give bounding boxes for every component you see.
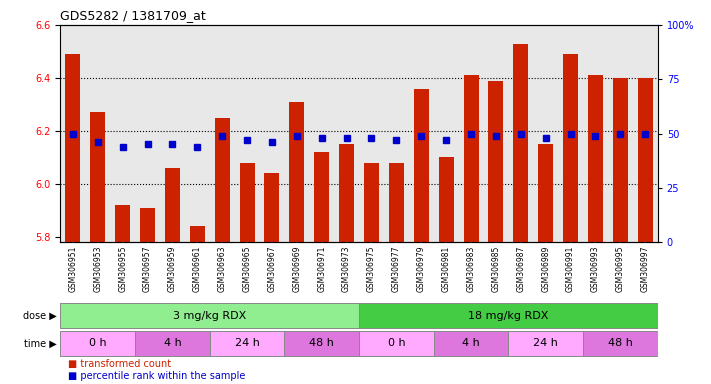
- Text: GSM306995: GSM306995: [616, 245, 625, 292]
- Bar: [439, 157, 454, 242]
- Text: time ▶: time ▶: [24, 338, 57, 348]
- Text: 48 h: 48 h: [309, 338, 334, 348]
- Text: GSM306963: GSM306963: [218, 245, 227, 292]
- Text: GSM306981: GSM306981: [442, 245, 451, 291]
- Text: 48 h: 48 h: [608, 338, 633, 348]
- Text: 18 mg/kg RDX: 18 mg/kg RDX: [468, 311, 549, 321]
- Text: 0 h: 0 h: [89, 338, 107, 348]
- Bar: [538, 144, 553, 242]
- Text: GSM306989: GSM306989: [541, 245, 550, 292]
- Bar: [90, 113, 105, 242]
- Bar: [359, 331, 434, 356]
- Bar: [264, 174, 279, 242]
- Text: dose ▶: dose ▶: [23, 311, 57, 321]
- Text: GSM306979: GSM306979: [417, 245, 426, 292]
- Text: GSM306993: GSM306993: [591, 245, 600, 292]
- Text: 0 h: 0 h: [387, 338, 405, 348]
- Bar: [314, 152, 329, 242]
- Text: GSM306959: GSM306959: [168, 245, 177, 292]
- Text: 24 h: 24 h: [533, 338, 558, 348]
- Bar: [284, 331, 359, 356]
- Text: GSM306961: GSM306961: [193, 245, 202, 292]
- Text: GSM306965: GSM306965: [242, 245, 252, 292]
- Text: 4 h: 4 h: [462, 338, 480, 348]
- Bar: [215, 118, 230, 242]
- Bar: [165, 168, 180, 242]
- Bar: [135, 331, 210, 356]
- Text: GSM306991: GSM306991: [566, 245, 575, 292]
- Text: GSM306983: GSM306983: [466, 245, 476, 292]
- Text: GSM306985: GSM306985: [491, 245, 501, 292]
- Text: GSM306951: GSM306951: [68, 245, 77, 292]
- Bar: [434, 331, 508, 356]
- Bar: [464, 75, 479, 242]
- Bar: [339, 144, 354, 242]
- Text: GSM306987: GSM306987: [516, 245, 525, 292]
- Text: GSM306955: GSM306955: [118, 245, 127, 292]
- Text: GSM306967: GSM306967: [267, 245, 277, 292]
- Bar: [508, 331, 583, 356]
- Bar: [488, 81, 503, 242]
- Bar: [563, 54, 578, 242]
- Bar: [115, 205, 130, 242]
- Bar: [190, 227, 205, 242]
- Bar: [588, 75, 603, 242]
- Text: GSM306957: GSM306957: [143, 245, 152, 292]
- Text: GSM306977: GSM306977: [392, 245, 401, 292]
- Text: GSM306997: GSM306997: [641, 245, 650, 292]
- Bar: [65, 54, 80, 242]
- Bar: [364, 163, 379, 242]
- Text: 24 h: 24 h: [235, 338, 260, 348]
- Text: ■ percentile rank within the sample: ■ percentile rank within the sample: [68, 371, 245, 381]
- Text: 4 h: 4 h: [164, 338, 181, 348]
- Text: ■ transformed count: ■ transformed count: [68, 359, 171, 369]
- Text: GSM306971: GSM306971: [317, 245, 326, 292]
- Text: GSM306969: GSM306969: [292, 245, 301, 292]
- Bar: [613, 78, 628, 242]
- Bar: [289, 102, 304, 242]
- Text: GSM306953: GSM306953: [93, 245, 102, 292]
- Bar: [638, 78, 653, 242]
- Bar: [513, 43, 528, 242]
- Bar: [60, 303, 359, 328]
- Bar: [240, 163, 255, 242]
- Bar: [414, 89, 429, 242]
- Bar: [210, 331, 284, 356]
- Bar: [140, 208, 155, 242]
- Bar: [583, 331, 658, 356]
- Text: GSM306975: GSM306975: [367, 245, 376, 292]
- Bar: [359, 303, 658, 328]
- Text: GDS5282 / 1381709_at: GDS5282 / 1381709_at: [60, 9, 206, 22]
- Bar: [60, 331, 135, 356]
- Bar: [389, 163, 404, 242]
- Text: GSM306973: GSM306973: [342, 245, 351, 292]
- Text: 3 mg/kg RDX: 3 mg/kg RDX: [173, 311, 247, 321]
